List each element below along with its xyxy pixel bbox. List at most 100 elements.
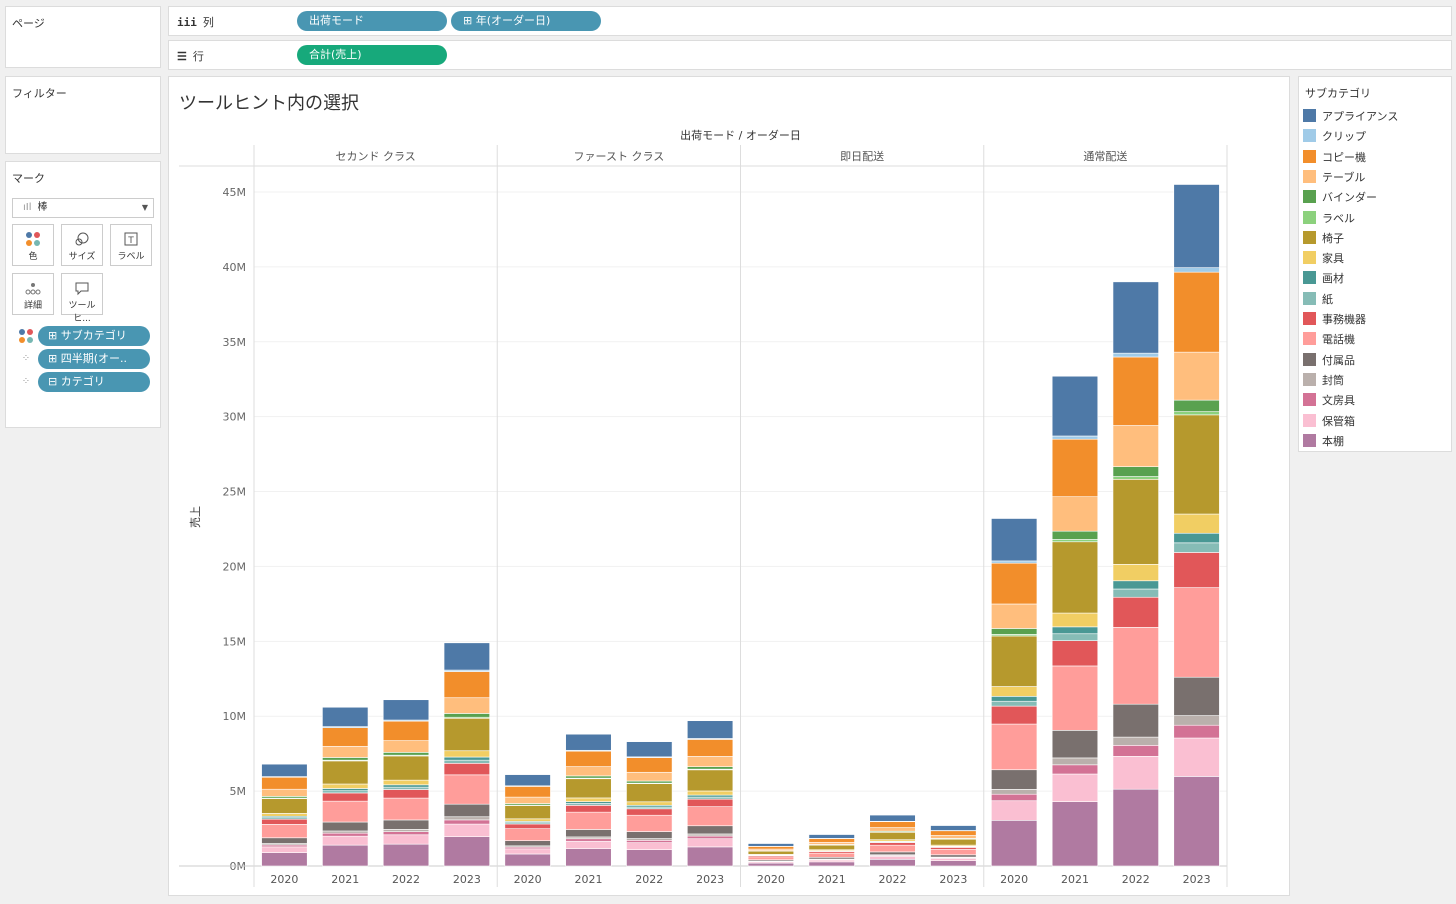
bar-segment [261,824,308,839]
bar-segment [930,854,977,858]
legend-item[interactable]: 電話機 [1303,332,1355,350]
legend-item[interactable]: クリップ [1303,129,1366,147]
bar-segment [626,849,673,867]
bar-segment [322,760,369,785]
bar-segment [808,852,855,858]
legend-swatch [1303,129,1316,143]
legend-item[interactable]: 本棚 [1303,433,1344,452]
legend-item[interactable]: 事務機器 [1303,312,1366,330]
bar-segment [1173,737,1220,777]
legend-label: アプライアンス [1322,110,1399,123]
bar-segment [1051,773,1099,802]
color-button[interactable]: 色 [12,224,54,266]
marks-pill-subcategory[interactable]: ⊞ サブカテゴリ [38,326,150,346]
columns-shelf[interactable]: iii 列 出荷モード ⊞ 年(オーダー日) [168,6,1452,36]
bar-segment [930,830,977,836]
chevron-down-icon: ▼ [141,203,148,212]
bar-segment [382,720,430,741]
rows-pill-sales[interactable]: 合計(売上) [297,45,447,65]
legend-label: 家具 [1322,252,1344,266]
bar-segment [443,803,490,818]
bar-chart-icon: ıIl [23,202,32,213]
bar-segment [991,628,1038,635]
mark-type-dropdown[interactable]: ıIl 棒 ▼ [12,198,154,218]
legend-item[interactable]: 封筒 [1303,372,1344,391]
legend-label: 本棚 [1322,434,1344,448]
bar-segment [382,819,430,830]
bar-segment [1173,724,1220,739]
bar-segment [261,846,308,853]
bar-segment [504,848,551,855]
legend-item[interactable]: 家具 [1303,251,1344,269]
rows-icon: ☰ [177,50,187,63]
legend-item[interactable]: コピー機 [1303,149,1366,168]
bar-segment [626,801,673,806]
columns-pill-ship-mode[interactable]: 出荷モード [297,11,447,31]
bar-segment [565,805,612,813]
color-button-label: 色 [28,252,38,262]
bar-segment [686,798,734,807]
y-tick-label: 5M [230,785,247,798]
bar-segment [991,603,1038,629]
y-tick-label: 20M [223,560,247,573]
detail-button[interactable]: 詳細 [12,273,54,315]
bar-segment [930,825,977,831]
tooltip-button[interactable]: ツールヒ... [61,273,103,324]
bar-segment [747,850,795,855]
bar-segment [504,774,551,787]
label-button[interactable]: T ラベル [110,224,152,266]
bar-segment [322,792,369,802]
bar-segment [322,835,369,846]
bar-segment [443,823,490,837]
bar-segment [991,562,1038,605]
filters-panel[interactable]: フィルター [5,76,161,154]
bar-segment [443,756,490,761]
legend-item[interactable]: テーブル [1303,169,1365,188]
y-tick-label: 40M [223,261,247,274]
legend-swatch [1303,413,1316,427]
bar-segment [686,806,734,827]
bar-segment [808,844,855,851]
bar-segment [686,766,734,770]
marks-pill-category[interactable]: ⊟ カテゴリ [38,372,150,392]
marks-pill-quarter[interactable]: ⊞ 四半期(オー.. [38,349,150,369]
y-tick-label: 35M [223,336,247,349]
bar-segment [991,635,1038,687]
legend-item[interactable]: ラベル [1303,210,1355,229]
size-button[interactable]: サイズ [61,224,103,266]
legend-label: 付属品 [1322,353,1355,367]
legend-item[interactable]: 画材 [1303,271,1344,289]
filters-title: フィルター [12,87,67,100]
columns-pill-order-year[interactable]: ⊞ 年(オーダー日) [451,11,601,31]
legend-item[interactable]: バインダー [1303,190,1377,208]
bar-segment [1112,476,1159,480]
legend-item[interactable]: 付属品 [1303,352,1355,371]
legend-item[interactable]: アプライアンス [1303,109,1398,127]
bar-segment [1112,479,1159,565]
rows-shelf[interactable]: ☰ 行 合計(売上) [168,40,1452,70]
bar-segment [747,843,795,847]
rows-label: ☰ 行 [177,50,204,63]
x-tick-label: 2023 [1183,873,1211,886]
bar-segment [261,837,308,844]
bar-segment [443,713,490,718]
pages-panel: ページ [5,6,161,68]
legend-item[interactable]: 紙 [1303,291,1333,310]
bar-segment [686,838,734,848]
legend-item[interactable]: 保管箱 [1303,413,1355,432]
legend-item[interactable]: 椅子 [1303,230,1344,249]
bar-segment [565,750,612,767]
bar-segment [686,825,734,835]
bar-segment [443,836,490,867]
legend-item[interactable]: 文房具 [1303,393,1355,411]
bar-segment [504,823,551,829]
legend-swatch [1303,291,1316,305]
bar-segment [1051,757,1099,766]
detail-button-label: 詳細 [23,301,42,311]
bar-segment [626,842,673,850]
legend-swatch [1303,230,1316,244]
legend-swatch [1303,332,1316,346]
bar-segment [1051,438,1099,498]
bar-segment [1112,756,1159,790]
legend-label: 文房具 [1322,394,1355,408]
